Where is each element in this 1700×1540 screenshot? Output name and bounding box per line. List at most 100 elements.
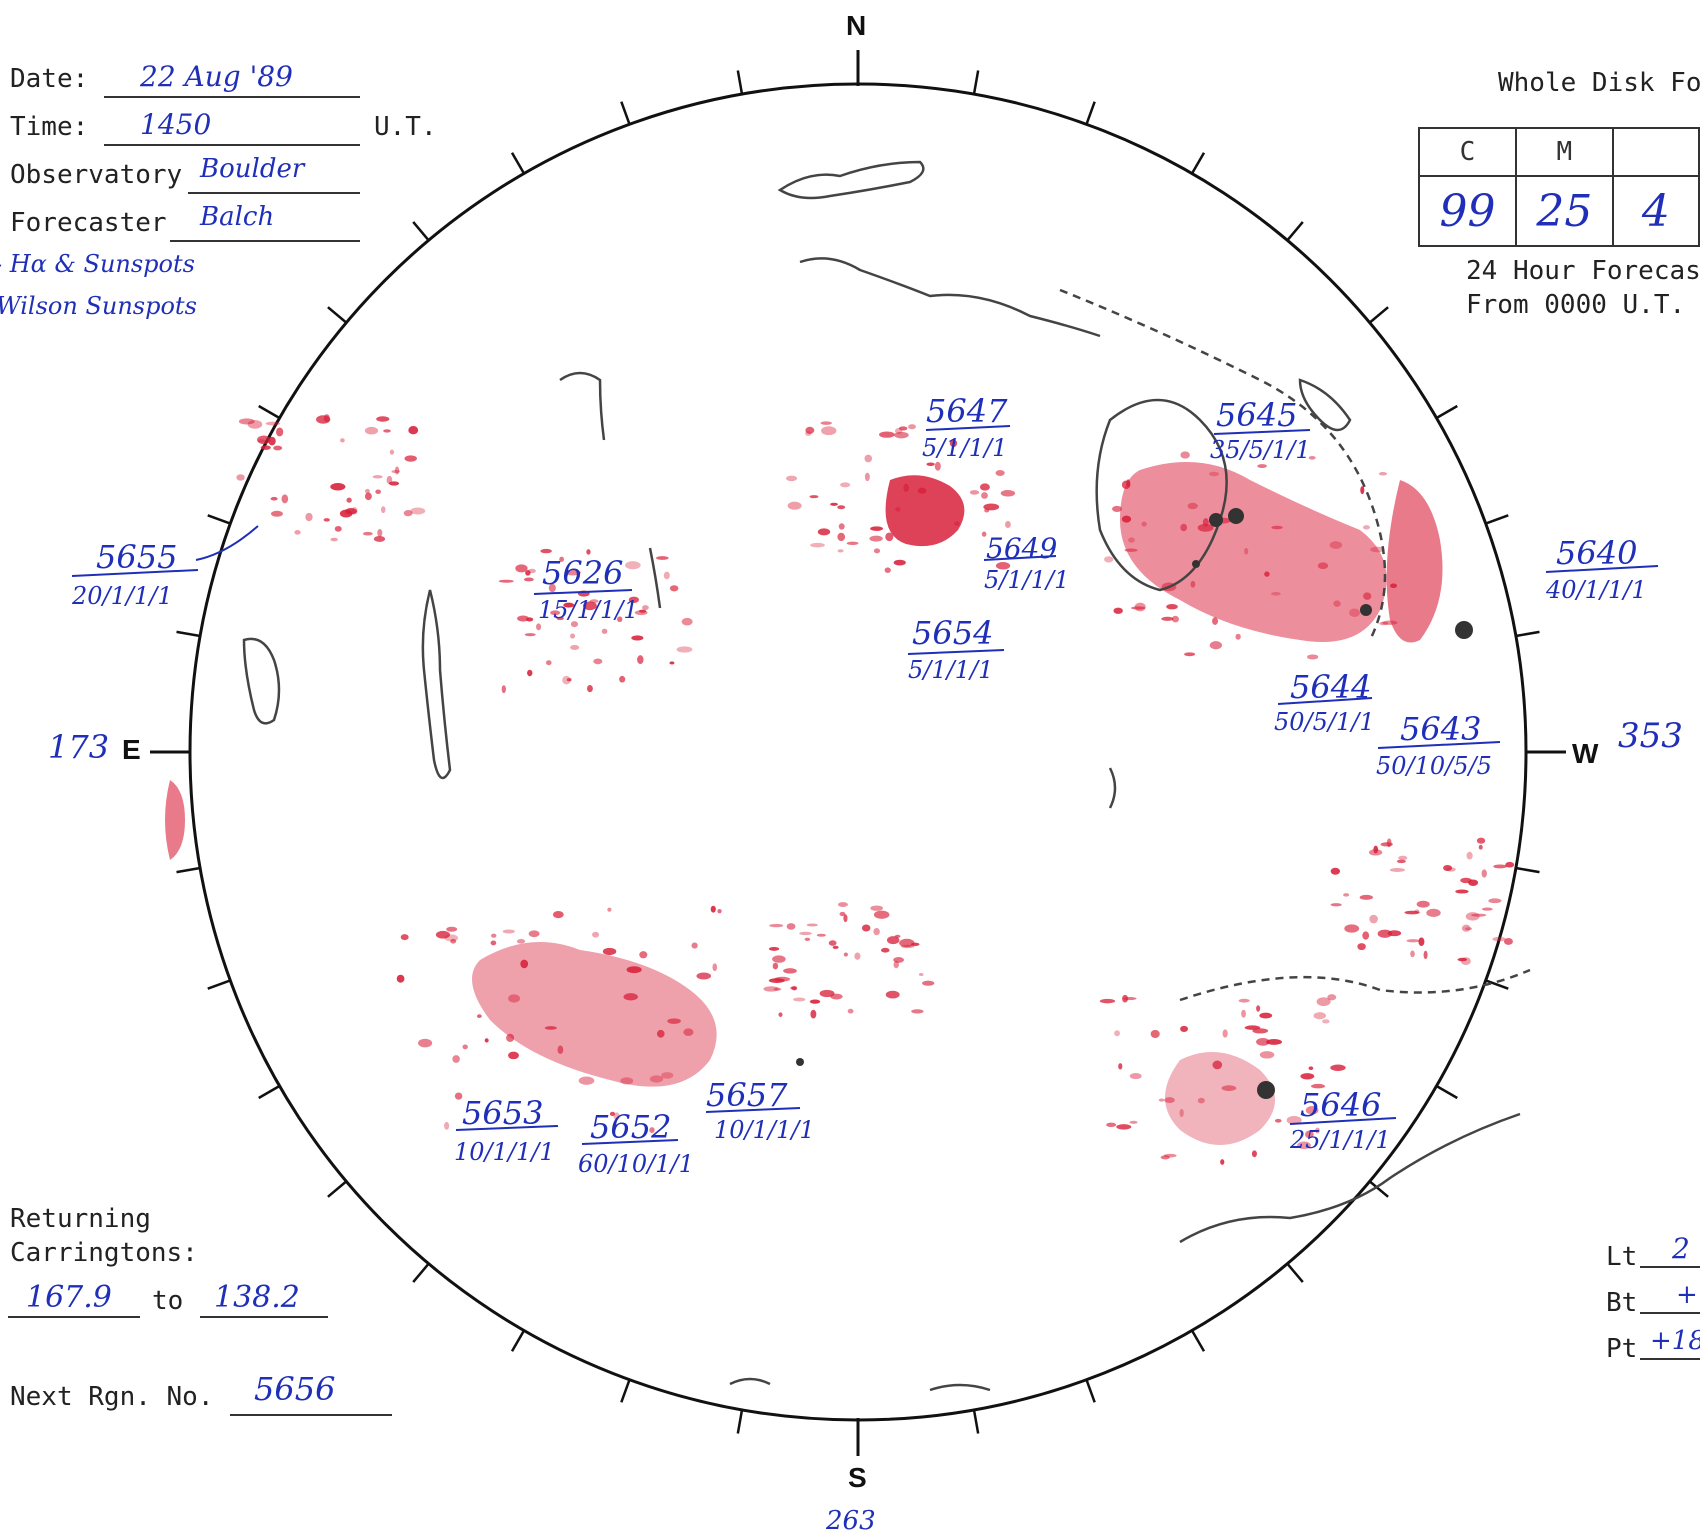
plage-speck (323, 414, 330, 423)
returning-to: 138.2 (214, 1280, 300, 1315)
limb-tick (736, 70, 744, 95)
forecaster-line (170, 240, 360, 242)
plage-speck (843, 952, 848, 957)
plage-speck (238, 418, 255, 425)
sunspot-5645-c (1192, 560, 1200, 568)
returning-to-line (200, 1316, 328, 1318)
plage-speck (1274, 1118, 1282, 1123)
plage-speck (1180, 451, 1190, 459)
filaments (242, 160, 1531, 1392)
limb-tick (1485, 979, 1509, 990)
region-5640-number: 5640 (1556, 534, 1638, 572)
region-5645-detail: 35/5/1/1 (1210, 436, 1311, 464)
plage-speck (1187, 502, 1198, 510)
next-region-value: 5656 (254, 1370, 336, 1408)
forecaster-value: Balch (200, 202, 275, 232)
plage-speck (903, 483, 909, 493)
plage-speck (899, 938, 915, 948)
plage-speck (1256, 1037, 1270, 1046)
plage-speck (601, 628, 608, 634)
plage-speck (894, 934, 901, 938)
plage-speck (1286, 1115, 1302, 1125)
plage-speck (520, 959, 529, 969)
returning-from-line (8, 1316, 140, 1318)
date-value: 22 Aug '89 (140, 60, 293, 93)
bt-line (1640, 1312, 1700, 1314)
plage-speck (247, 419, 263, 429)
plage-east-limb (165, 780, 185, 860)
plage-speck (562, 675, 571, 685)
limb-tick (1085, 101, 1096, 125)
plage-speck (1457, 957, 1468, 962)
plage-speck (656, 556, 669, 560)
plage-speck (1126, 479, 1131, 487)
plage-speck (305, 512, 313, 522)
plage-speck (830, 993, 843, 1000)
plage-speck (444, 934, 459, 942)
plage-speck (969, 490, 980, 495)
plage-speck (911, 1009, 924, 1014)
plage-speck (1141, 521, 1147, 527)
time-line (104, 144, 360, 146)
plage-speck (1349, 608, 1360, 617)
plage-speck (1443, 864, 1453, 871)
plage-speck (869, 535, 883, 542)
plage-speck (498, 579, 514, 583)
plage-speck (984, 508, 990, 513)
plage-speck (1369, 914, 1378, 924)
plage-speck (373, 536, 386, 542)
plage-speck (362, 531, 373, 536)
limb-tick (620, 1379, 631, 1403)
plage-speck (403, 510, 413, 517)
plage-speck (1362, 931, 1370, 940)
returning-label-2: Carringtons: (10, 1238, 198, 1268)
sunspot-5645-a (1209, 513, 1223, 527)
plage-speck (864, 454, 873, 463)
plage-speck (623, 993, 638, 1001)
plage-speck (1171, 615, 1179, 623)
plage-speck (1252, 1028, 1269, 1034)
plage-speck (1360, 486, 1365, 495)
plage-speck (1396, 859, 1406, 864)
plage-speck (1251, 1150, 1257, 1158)
plage-speck (1180, 1025, 1189, 1032)
plage-speck (620, 1077, 634, 1085)
plage-speck (981, 531, 987, 537)
plage-speck (525, 570, 531, 576)
sunspot-5646 (1257, 1081, 1275, 1099)
plage-speck (1308, 1066, 1314, 1071)
limb-tick (1435, 1084, 1458, 1100)
plage-speck (880, 947, 890, 953)
bt-value: + (1676, 1280, 1698, 1310)
plage-speck (809, 495, 819, 499)
plage-speck (1464, 927, 1473, 931)
forecast-col-x (1611, 127, 1700, 177)
plage-speck (625, 561, 641, 570)
plage-speck (1106, 1122, 1117, 1128)
plage-speck (1184, 652, 1196, 657)
limb-tick (176, 630, 201, 638)
plage-speck (1382, 620, 1398, 625)
plage-speck (1241, 1009, 1246, 1018)
plage-speck (1363, 525, 1370, 530)
plage-speck (886, 936, 900, 945)
filament-mid-e (648, 547, 662, 609)
plage-speck (669, 661, 675, 665)
forecast-val-m: 25 (1514, 175, 1614, 247)
plage-speck (1166, 604, 1178, 610)
plage-speck (491, 933, 497, 938)
plage-speck (922, 980, 935, 986)
limb-tick (510, 1329, 526, 1352)
next-region-label: Next Rgn. No. (10, 1382, 214, 1412)
plage-speck (683, 1028, 694, 1036)
plage-speck (1322, 1019, 1330, 1024)
plage-speck (839, 911, 846, 917)
plage-speck (1212, 1060, 1223, 1070)
plage-speck (893, 960, 899, 969)
plage-speck (617, 616, 623, 623)
plage-speck (508, 1051, 519, 1060)
plage-speck (1209, 641, 1223, 650)
plage-speck (884, 567, 891, 573)
plage-speck (873, 910, 890, 919)
